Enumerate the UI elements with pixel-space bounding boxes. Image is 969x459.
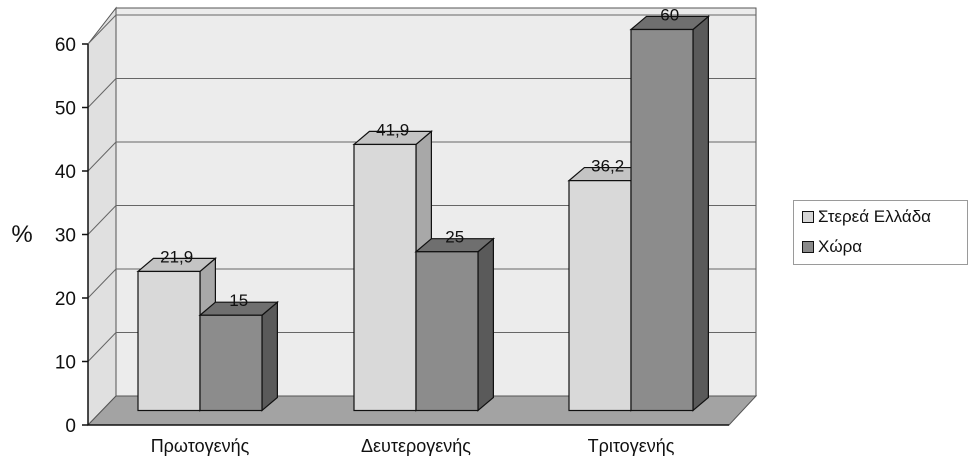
bar-series-2 xyxy=(415,251,479,412)
chart-legend: Στερεά Ελλάδα Χώρα xyxy=(793,200,968,265)
legend-label-series-2: Χώρα xyxy=(818,237,863,256)
bar-series-2 xyxy=(199,314,263,412)
x-tick-label: Τριτογενής xyxy=(588,436,675,456)
bar-side-2 xyxy=(261,300,278,412)
gridline-side xyxy=(87,78,117,108)
data-label: 36,2 xyxy=(591,157,624,176)
legend-label-series-1: Στερεά Ελλάδα xyxy=(818,207,931,226)
gridline-side xyxy=(87,141,117,172)
y-tick-label: 40 xyxy=(55,162,76,183)
y-tick-label: 30 xyxy=(55,226,76,247)
x-tick-label: Πρωτογενής xyxy=(151,436,250,456)
y-tick-label: 10 xyxy=(55,353,76,374)
bar-series-2 xyxy=(630,28,694,412)
y-tick-label: 20 xyxy=(55,289,76,310)
gridline-side xyxy=(87,268,117,299)
legend-item-series-1: Στερεά Ελλάδα xyxy=(802,207,931,227)
y-tick-label: 60 xyxy=(55,35,76,56)
legend-swatch-series-1 xyxy=(802,211,814,223)
gridline-side xyxy=(87,332,117,362)
bar-series-1 xyxy=(568,180,632,412)
x-tick-label: Δευτερογενής xyxy=(361,436,471,456)
bar-side-2 xyxy=(692,15,710,412)
y-tick-label: 0 xyxy=(65,416,76,437)
y-tick-label: 50 xyxy=(55,99,76,120)
gridline-side xyxy=(87,14,117,45)
legend-item-series-2: Χώρα xyxy=(802,237,862,257)
data-label: 15 xyxy=(229,291,248,310)
gridline-side xyxy=(87,205,117,235)
bar-side-2 xyxy=(477,237,494,412)
data-label: 25 xyxy=(445,228,464,247)
y-axis-label: % xyxy=(11,221,32,248)
legend-swatch-series-2 xyxy=(802,241,814,253)
data-label: 21,9 xyxy=(160,247,193,266)
data-label: 41,9 xyxy=(376,120,409,139)
chart-side-wall xyxy=(87,6,117,427)
data-label: 60 xyxy=(660,5,679,24)
bar-series-1 xyxy=(353,143,417,412)
bar-series-1 xyxy=(137,270,201,412)
